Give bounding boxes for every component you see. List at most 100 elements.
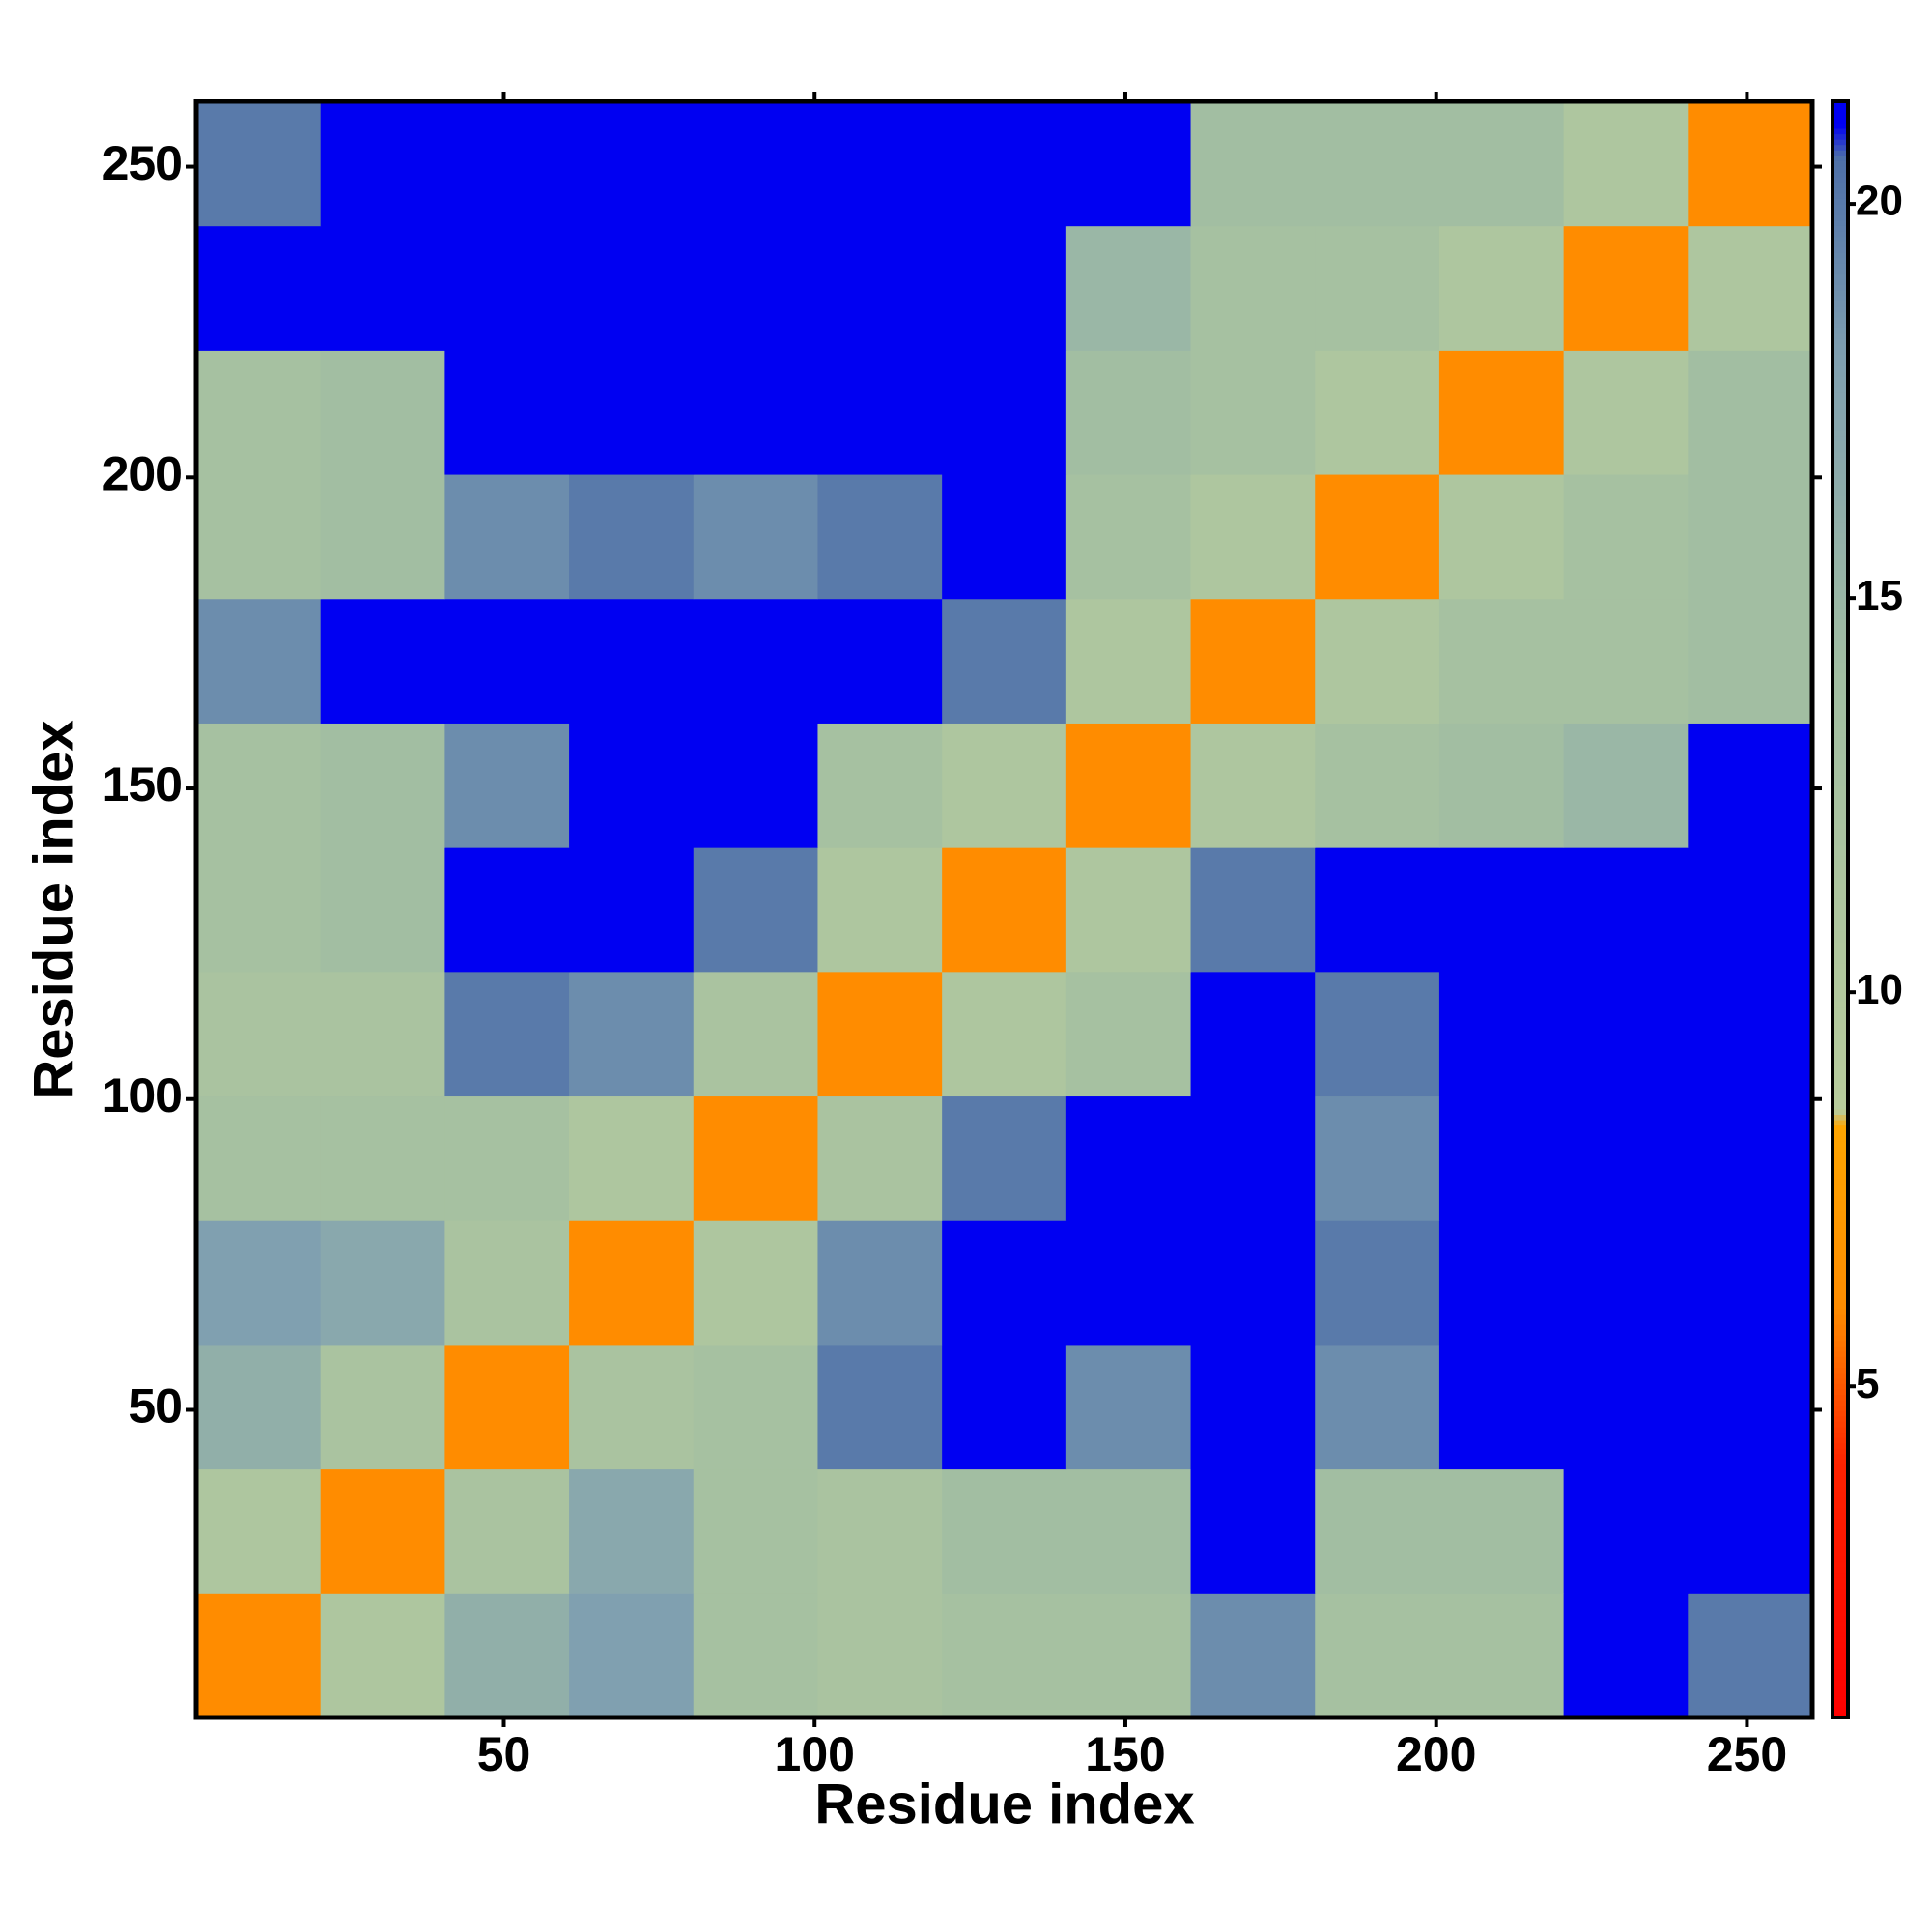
heatmap-cell bbox=[1563, 474, 1689, 600]
heatmap-cell bbox=[444, 971, 570, 1097]
heatmap-cell bbox=[569, 1344, 695, 1470]
heatmap-cell bbox=[942, 723, 1067, 848]
heatmap-cell bbox=[444, 598, 570, 724]
heatmap-cell bbox=[196, 1344, 322, 1470]
heatmap-cell bbox=[1438, 1468, 1565, 1594]
heatmap-cell bbox=[693, 1220, 818, 1346]
heatmap-cell bbox=[1688, 350, 1813, 475]
heatmap-cell bbox=[1438, 474, 1565, 600]
heatmap-cell bbox=[569, 1593, 695, 1719]
heatmap-cell bbox=[569, 598, 695, 724]
colorbar bbox=[1833, 101, 1848, 1719]
heatmap-cell bbox=[320, 1593, 445, 1719]
heatmap-cell bbox=[942, 971, 1067, 1097]
heatmap-cell bbox=[569, 350, 695, 475]
heatmap-cell bbox=[196, 1095, 322, 1221]
heatmap-cell bbox=[1438, 598, 1565, 724]
heatmap-cell bbox=[693, 723, 818, 848]
heatmap-cell bbox=[942, 225, 1067, 351]
heatmap bbox=[196, 101, 1813, 1719]
heatmap-cell bbox=[693, 1593, 818, 1719]
heatmap-cell bbox=[817, 847, 943, 973]
heatmap-cell bbox=[1563, 1095, 1689, 1221]
x-tick-label: 100 bbox=[775, 1727, 855, 1781]
heatmap-cell bbox=[693, 1468, 818, 1594]
heatmap-cell bbox=[693, 474, 818, 600]
heatmap-cell bbox=[444, 350, 570, 475]
heatmap-cell bbox=[320, 971, 445, 1097]
heatmap-cell bbox=[569, 847, 695, 973]
heatmap-cell bbox=[320, 1468, 445, 1594]
heatmap-cell bbox=[693, 847, 818, 973]
heatmap-cell bbox=[1190, 723, 1316, 848]
heatmap-cell bbox=[1190, 225, 1316, 351]
heatmap-cell bbox=[320, 350, 445, 475]
x-tick-label: 250 bbox=[1707, 1727, 1787, 1781]
heatmap-cell bbox=[1438, 225, 1565, 351]
heatmap-cell bbox=[1438, 1095, 1565, 1221]
heatmap-cell bbox=[1190, 847, 1316, 973]
heatmap-cell bbox=[1688, 1468, 1813, 1594]
heatmap-cell bbox=[444, 1468, 570, 1594]
heatmap-cell bbox=[1438, 1593, 1565, 1719]
y-tick-label: 50 bbox=[128, 1379, 183, 1434]
heatmap-cell bbox=[693, 1344, 818, 1470]
heatmap-cell bbox=[1563, 350, 1689, 475]
heatmap-cell bbox=[942, 1095, 1067, 1221]
heatmap-cell bbox=[817, 1220, 943, 1346]
heatmap-cell bbox=[569, 225, 695, 351]
heatmap-cell bbox=[1065, 1593, 1192, 1719]
heatmap-cell bbox=[1065, 598, 1192, 724]
heatmap-cell bbox=[1563, 225, 1689, 351]
heatmap-cell bbox=[817, 225, 943, 351]
heatmap-cell bbox=[1065, 1095, 1192, 1221]
heatmap-cell bbox=[1688, 1344, 1813, 1470]
heatmap-cell bbox=[1563, 847, 1689, 973]
heatmap-cell bbox=[1688, 971, 1813, 1097]
heatmap-cell bbox=[1315, 1095, 1440, 1221]
heatmap-cell bbox=[1438, 1344, 1565, 1470]
heatmap-cell bbox=[1688, 723, 1813, 848]
heatmap-cell bbox=[1065, 1468, 1192, 1594]
heatmap-cell bbox=[817, 598, 943, 724]
heatmap-cell bbox=[444, 847, 570, 973]
heatmap-cell bbox=[569, 474, 695, 600]
heatmap-cell bbox=[444, 225, 570, 351]
heatmap-cell bbox=[1438, 723, 1565, 848]
heatmap-cell bbox=[1315, 1220, 1440, 1346]
heatmap-cell bbox=[1065, 1344, 1192, 1470]
heatmap-cell bbox=[1065, 225, 1192, 351]
heatmap-cell bbox=[1315, 350, 1440, 475]
heatmap-cell bbox=[1190, 1468, 1316, 1594]
heatmap-cell bbox=[1438, 971, 1565, 1097]
colorbar-tick-label: 10 bbox=[1856, 966, 1903, 1013]
y-axis-label: Residue index bbox=[22, 720, 85, 1099]
heatmap-cell bbox=[942, 847, 1067, 973]
heatmap-cell bbox=[1315, 101, 1440, 227]
heatmap-cell bbox=[1065, 847, 1192, 973]
heatmap-cell bbox=[196, 225, 322, 351]
heatmap-cell bbox=[569, 971, 695, 1097]
heatmap-cell bbox=[1563, 1593, 1689, 1719]
heatmap-cell bbox=[196, 101, 322, 227]
x-tick-label: 50 bbox=[477, 1727, 531, 1781]
heatmap-cell bbox=[196, 723, 322, 848]
heatmap-cell bbox=[1190, 971, 1316, 1097]
heatmap-cell bbox=[693, 971, 818, 1097]
colorbar-tick-label: 5 bbox=[1856, 1360, 1879, 1407]
heatmap-cell bbox=[320, 225, 445, 351]
heatmap-cell bbox=[817, 723, 943, 848]
heatmap-cell bbox=[320, 1344, 445, 1470]
heatmap-cell bbox=[817, 1095, 943, 1221]
heatmap-cell bbox=[1065, 474, 1192, 600]
heatmap-cell bbox=[320, 1220, 445, 1346]
heatmap-cell bbox=[693, 225, 818, 351]
colorbar-frame bbox=[1831, 99, 1850, 1719]
heatmap-cell bbox=[942, 1468, 1067, 1594]
heatmap-cell bbox=[942, 598, 1067, 724]
heatmap-cell bbox=[1688, 847, 1813, 973]
heatmap-cell bbox=[817, 1344, 943, 1470]
heatmap-cell bbox=[1190, 474, 1316, 600]
heatmap-cell bbox=[444, 1593, 570, 1719]
